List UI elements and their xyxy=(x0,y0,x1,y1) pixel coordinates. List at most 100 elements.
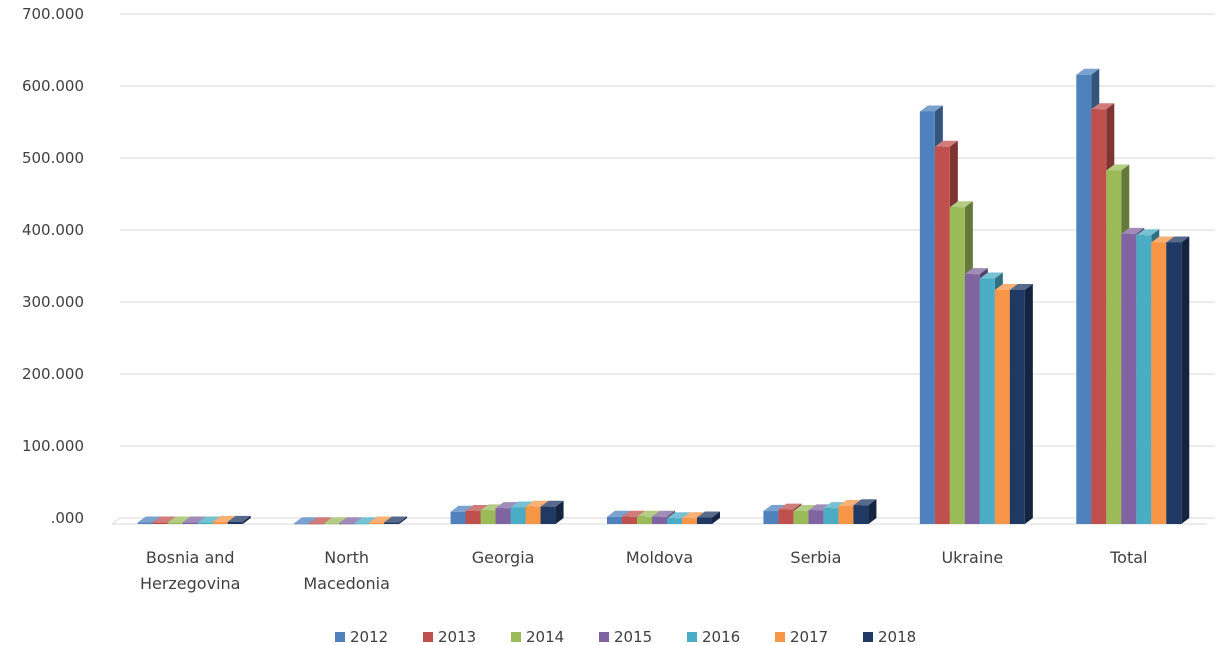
bar-2018 xyxy=(1009,284,1033,524)
legend-label: 2012 xyxy=(350,628,388,645)
bar-top-face xyxy=(1106,164,1130,171)
legend-label: 2015 xyxy=(614,628,652,645)
bar-side-face xyxy=(555,500,564,524)
bar-front-face xyxy=(949,207,965,524)
category-label: Ukraine xyxy=(941,548,1003,567)
bar-2018 xyxy=(384,516,408,524)
bar-front-face xyxy=(994,290,1010,524)
bar-top-face xyxy=(450,505,474,512)
bar-side-face xyxy=(712,511,720,524)
bar-top-face xyxy=(607,510,630,517)
bar-2018 xyxy=(853,499,877,524)
bar-top-face xyxy=(763,505,787,512)
floor-edge xyxy=(111,517,121,525)
legend-swatch xyxy=(511,632,521,642)
bar-top-face xyxy=(622,510,645,517)
bar-top-face xyxy=(838,500,862,506)
y-tick-label: 400.000 xyxy=(22,221,84,239)
bar-top-face xyxy=(1136,229,1160,236)
bar-side-face xyxy=(868,499,877,524)
bar-front-face xyxy=(480,510,496,524)
bar-front-face xyxy=(853,505,869,524)
legend-swatch xyxy=(687,632,697,642)
bar-top-face xyxy=(152,516,176,523)
bar-top-face xyxy=(853,499,877,506)
category-label: Georgia xyxy=(472,548,535,567)
bar-front-face xyxy=(1091,109,1107,524)
bar-front-face xyxy=(510,507,526,524)
bar-front-face xyxy=(152,522,168,524)
bar-top-face xyxy=(919,105,943,112)
x-axis: Bosnia and Herzegovina North Macedonia Georg… xyxy=(140,548,1148,593)
bar-front-face xyxy=(450,511,466,524)
bar-top-face xyxy=(778,503,802,510)
bar-top-face xyxy=(354,517,378,524)
bar-front-face xyxy=(324,523,340,525)
bar-front-face xyxy=(354,523,370,525)
legend-label: 2014 xyxy=(526,628,564,645)
category-label: Serbia xyxy=(790,548,841,567)
bar-2018 xyxy=(1166,236,1190,525)
category-label: North Macedonia xyxy=(303,548,390,593)
legend-item-2018: 2018 xyxy=(863,628,916,645)
bar-front-face xyxy=(1166,242,1182,525)
category-label: Total xyxy=(1109,548,1147,567)
category-label: Moldova xyxy=(626,548,693,567)
bar-front-face xyxy=(1136,235,1152,524)
bar-top-face xyxy=(682,512,705,519)
bar-top-face xyxy=(510,501,534,508)
bar-top-face xyxy=(1166,236,1190,243)
bar-front-face xyxy=(1009,290,1025,524)
bar-top-face xyxy=(339,517,363,524)
bar-front-face xyxy=(838,506,854,524)
bar-top-face xyxy=(1151,236,1175,243)
bar-top-face xyxy=(964,268,988,275)
legend-item-2014: 2014 xyxy=(511,628,564,645)
bar-front-face xyxy=(682,518,697,524)
bar-2018 xyxy=(697,511,720,524)
bar-front-face xyxy=(212,521,228,524)
bar-front-face xyxy=(294,523,310,525)
bar-front-face xyxy=(652,516,667,524)
legend-swatch xyxy=(863,632,873,642)
bar-front-face xyxy=(964,274,980,524)
bar-front-face xyxy=(369,522,385,524)
bar-front-face xyxy=(808,510,824,524)
bar-front-face xyxy=(1106,170,1122,525)
category-label: Bosnia and Herzegovina xyxy=(140,548,241,593)
legend-label: 2018 xyxy=(878,628,916,645)
bar-front-face xyxy=(465,511,481,524)
bar-top-face xyxy=(823,502,847,509)
legend-swatch xyxy=(335,632,345,642)
y-tick-label: .000 xyxy=(51,509,84,527)
y-axis: .000 100.000 200.000 300.000 400.000 500.000 6… xyxy=(22,5,84,527)
bar-side-face xyxy=(399,516,408,524)
gridlines xyxy=(111,13,1215,525)
y-tick-label: 300.000 xyxy=(22,293,84,311)
bar-top-face xyxy=(949,201,973,208)
bar-top-face xyxy=(994,284,1018,290)
bar-front-face xyxy=(763,511,779,524)
bar-front-face xyxy=(1121,233,1137,524)
bar-top-face xyxy=(324,517,348,524)
bar-top-face xyxy=(212,515,236,522)
bar-front-face xyxy=(309,523,325,525)
y-tick-label: 500.000 xyxy=(22,149,84,167)
bar-top-face xyxy=(137,516,161,523)
bar-top-face xyxy=(540,500,564,507)
bar-front-face xyxy=(637,516,652,524)
bar-top-face xyxy=(652,510,675,517)
bar-top-face xyxy=(1009,284,1033,290)
bar-front-face xyxy=(137,522,153,524)
bar-front-face xyxy=(495,508,511,524)
bar-front-face xyxy=(778,509,794,524)
legend-item-2017: 2017 xyxy=(775,628,828,645)
bar-top-face xyxy=(227,515,251,522)
bar-front-face xyxy=(197,522,213,524)
legend-item-2012: 2012 xyxy=(335,628,388,645)
bar-2018 xyxy=(227,515,251,524)
bar-top-face xyxy=(637,510,660,517)
bar-top-face xyxy=(1076,68,1100,75)
bar-front-face xyxy=(793,511,809,524)
